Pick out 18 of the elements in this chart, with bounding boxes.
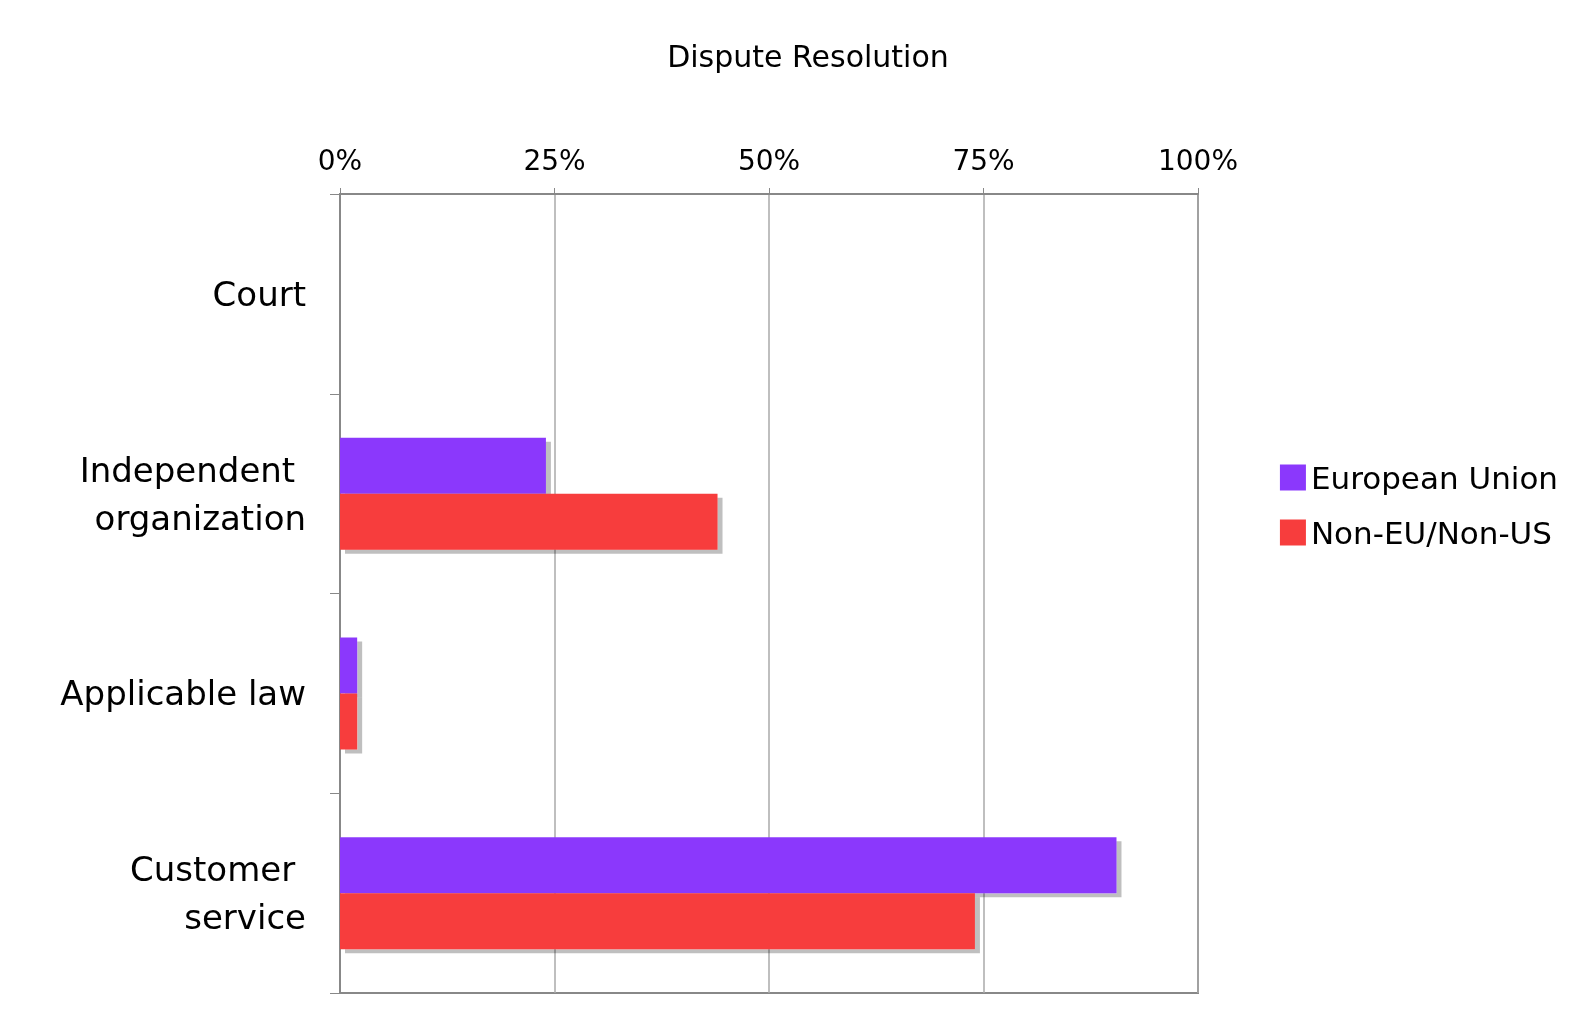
y-tick-label: Independent organization [79, 449, 306, 538]
bar [340, 493, 718, 550]
chart-title: Dispute Resolution [667, 38, 949, 74]
y-tick-label: Court [212, 273, 306, 314]
y-tick-label: Applicable law [60, 673, 306, 714]
x-tick-label: 25% [523, 143, 586, 177]
bar [340, 437, 546, 494]
legend-label: European Union [1310, 459, 1558, 496]
x-tick-label: 100% [1157, 143, 1239, 177]
bar [340, 837, 1117, 894]
x-tick-label: 0% [317, 143, 363, 177]
legend-label: Non-EU/Non-US [1310, 514, 1552, 551]
x-tick-label: 50% [737, 143, 801, 177]
bar [340, 893, 975, 950]
x-tick-label: 75% [952, 143, 1015, 177]
y-tick-label: Customer service [130, 849, 306, 938]
bar [340, 693, 358, 750]
bar [340, 637, 358, 694]
